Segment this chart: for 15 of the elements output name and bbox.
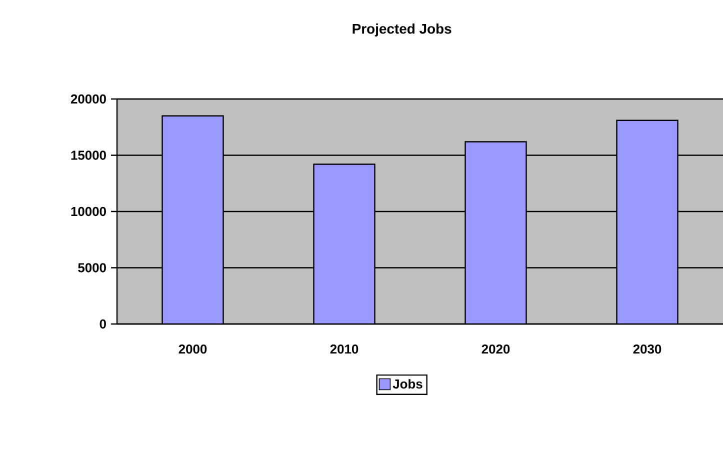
legend-label: Jobs: [392, 379, 422, 389]
x-tick-label: 2020: [482, 344, 510, 354]
y-tick-label: 15000: [71, 150, 106, 160]
chart-title: Projected Jobs: [352, 23, 452, 36]
bar: [313, 164, 376, 324]
x-tick-label: 2000: [178, 344, 207, 354]
x-tick-label: 2030: [633, 344, 662, 354]
bar: [464, 141, 527, 324]
y-tick-label: 20000: [70, 94, 106, 104]
x-tick-label: 2010: [330, 344, 358, 354]
bar: [162, 115, 224, 324]
y-tick-label: 5000: [78, 263, 106, 272]
y-tick-label: 0: [100, 319, 106, 329]
y-tick-label: 10000: [71, 206, 106, 216]
bar: [616, 120, 678, 324]
